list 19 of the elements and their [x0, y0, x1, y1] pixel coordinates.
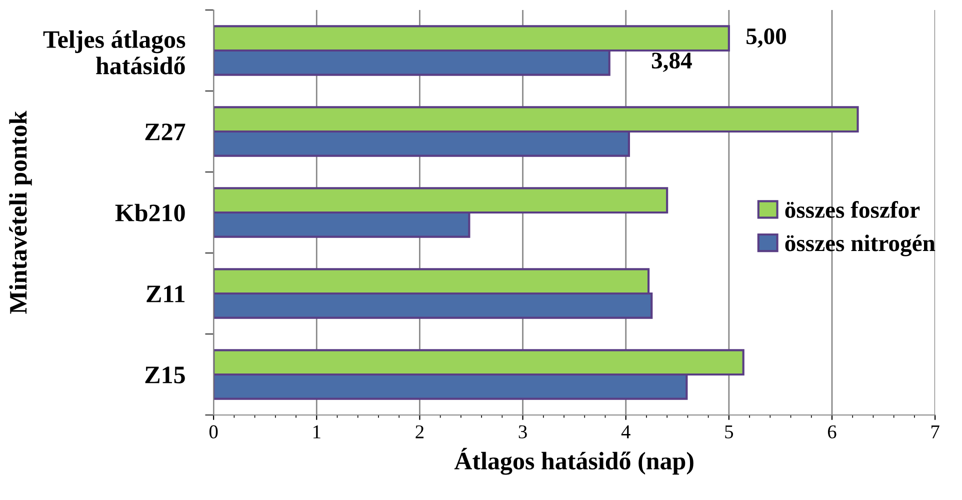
- x-axis-title: Átlagos hatásidő (nap): [454, 448, 694, 475]
- y-tick-label: Z15: [145, 366, 185, 384]
- data-label: 3,84: [652, 52, 692, 72]
- x-tick-label: 0: [209, 425, 218, 438]
- y-tick-label: Kb210: [115, 204, 185, 222]
- legend-label: összes foszfor: [785, 201, 920, 218]
- x-tick-label: 5: [725, 425, 734, 438]
- y-tick-label: Teljes átlagos hatásidő: [43, 30, 186, 74]
- data-label: 5,00: [746, 28, 786, 48]
- x-tick-label: 7: [931, 425, 940, 438]
- y-axis-title: Mintavételi pontok: [9, 110, 32, 314]
- x-tick-label: 1: [313, 425, 320, 438]
- x-tick-label: 6: [828, 425, 836, 438]
- y-tick-label: Z11: [146, 286, 184, 302]
- x-tick-label: 2: [416, 425, 424, 438]
- legend-label: összes nitrogén: [785, 234, 936, 256]
- x-tick-label: 4: [621, 425, 630, 438]
- y-tick-label: Z27: [145, 124, 186, 140]
- x-tick-label: 3: [518, 425, 527, 438]
